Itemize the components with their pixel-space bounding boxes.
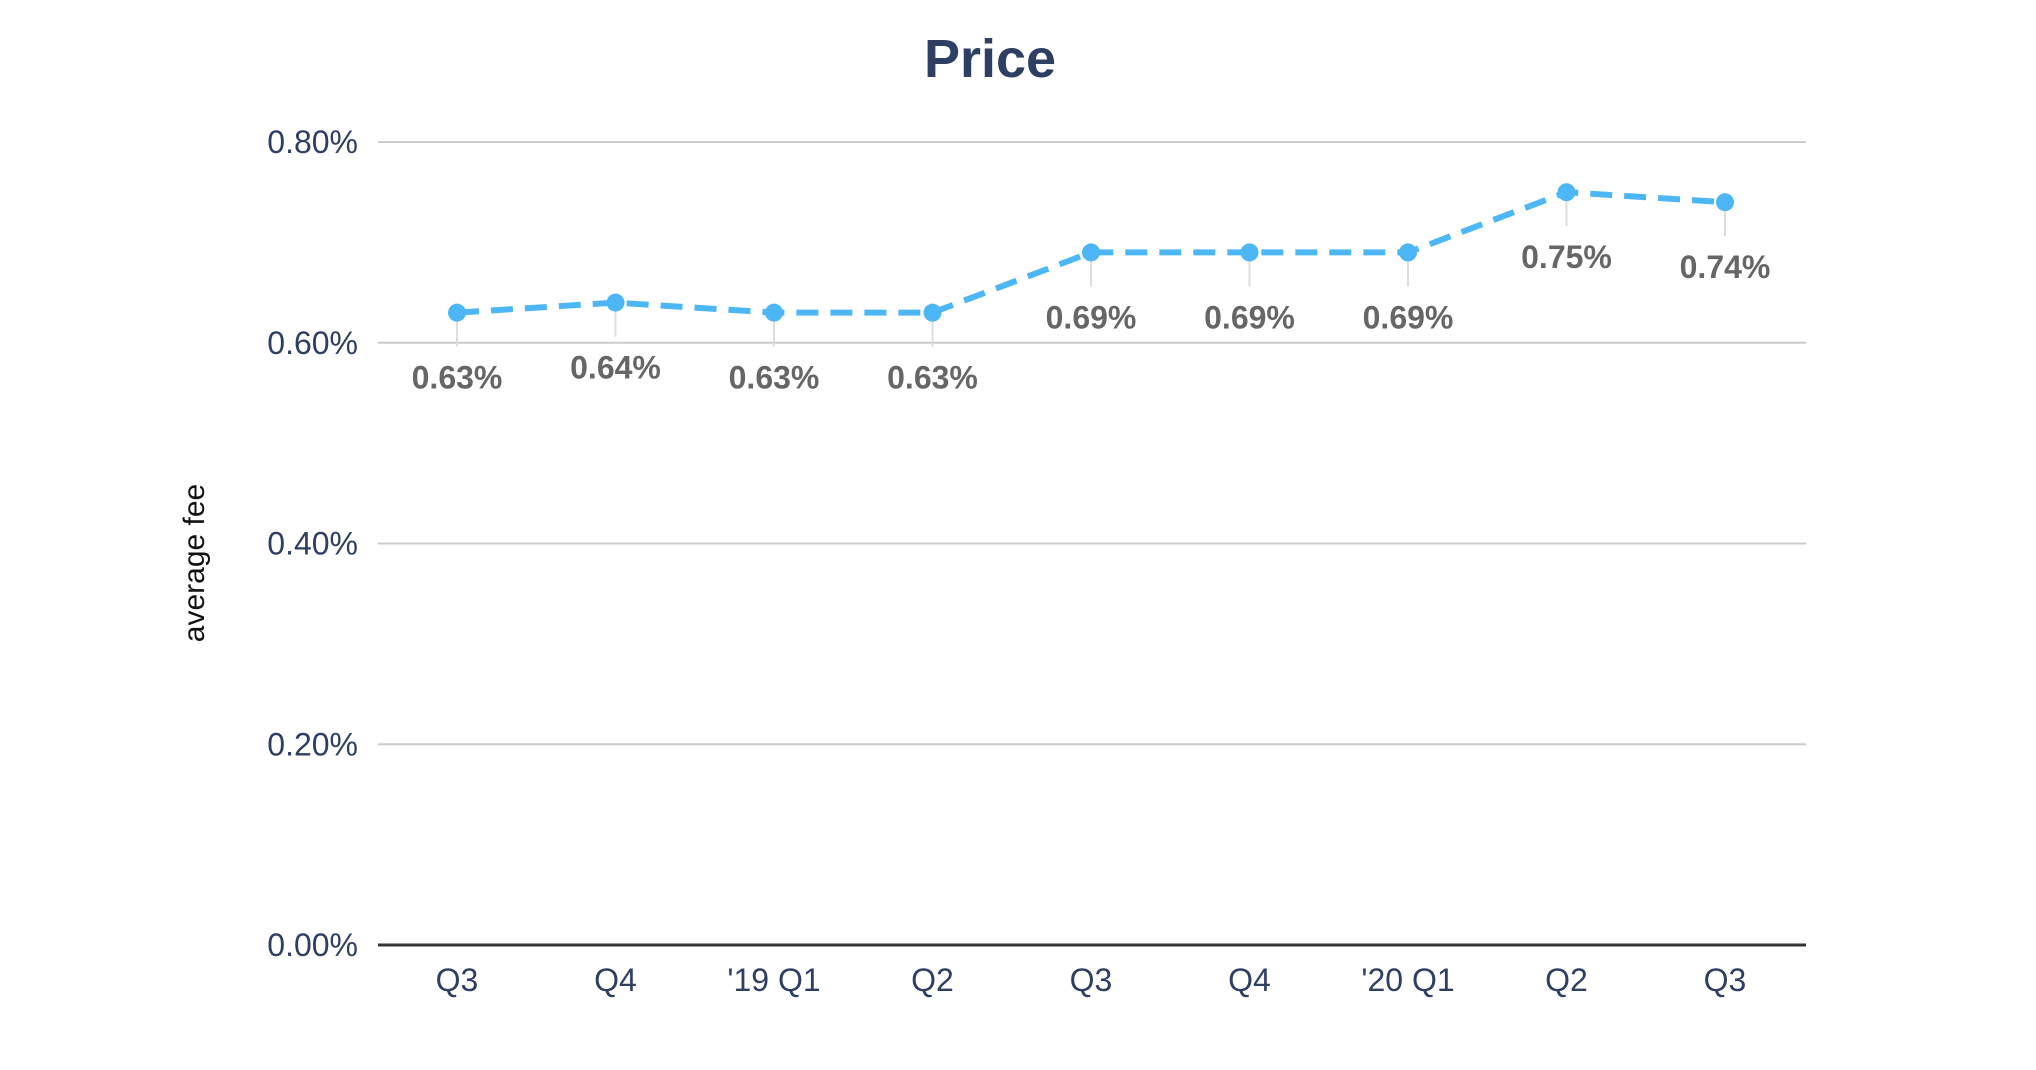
- x-tick-label: Q2: [1545, 962, 1588, 998]
- y-tick-label: 0.00%: [267, 927, 358, 963]
- y-tick-label: 0.20%: [267, 726, 358, 762]
- data-label: 0.69%: [1204, 299, 1295, 335]
- series-fee: [448, 183, 1734, 347]
- data-point: [765, 303, 783, 322]
- chart-title: Price: [924, 29, 1056, 89]
- data-label: 0.69%: [1363, 299, 1454, 335]
- data-point: [1716, 193, 1734, 212]
- x-tick-label: '19 Q1: [727, 962, 820, 998]
- y-tick-label: 0.40%: [267, 526, 358, 562]
- data-point: [1082, 243, 1100, 262]
- x-tick-label: Q3: [1070, 962, 1113, 998]
- data-label: 0.63%: [412, 360, 503, 396]
- data-point: [606, 293, 625, 312]
- data-label: 0.64%: [570, 350, 661, 386]
- x-axis-ticks: Q3 Q4 '19 Q1 Q2 Q3 Q4 '20 Q1 Q2 Q3: [436, 962, 1747, 998]
- series-line: [456, 189, 1726, 316]
- y-tick-label: 0.60%: [267, 325, 358, 361]
- y-axis-ticks: 0.00% 0.20% 0.40% 0.60% 0.80%: [267, 124, 358, 963]
- data-point: [1240, 243, 1259, 262]
- data-label: 0.74%: [1680, 249, 1771, 285]
- data-label: 0.63%: [729, 360, 820, 396]
- x-tick-label: Q3: [436, 962, 479, 998]
- gridlines: [378, 141, 1806, 947]
- x-tick-label: Q4: [1228, 962, 1271, 998]
- data-point: [1399, 243, 1417, 262]
- x-tick-label: Q3: [1704, 962, 1747, 998]
- data-point: [448, 303, 466, 322]
- data-label: 0.75%: [1521, 239, 1612, 275]
- x-tick-label: Q2: [911, 962, 954, 998]
- data-label: 0.69%: [1046, 299, 1137, 335]
- data-labels: 0.63% 0.64% 0.63% 0.63% 0.69% 0.69% 0.69% 0.75%…: [412, 239, 1771, 395]
- x-tick-label: '20 Q1: [1361, 962, 1454, 998]
- y-axis-label: average fee: [178, 484, 211, 642]
- x-tick-label: Q4: [594, 962, 637, 998]
- y-tick-label: 0.80%: [267, 124, 358, 160]
- data-point: [1557, 183, 1576, 202]
- data-point: [923, 303, 942, 322]
- data-label: 0.63%: [887, 360, 978, 396]
